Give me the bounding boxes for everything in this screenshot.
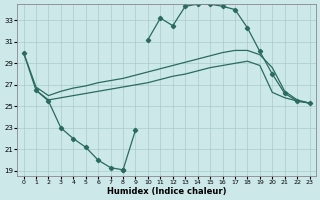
X-axis label: Humidex (Indice chaleur): Humidex (Indice chaleur) [107,187,226,196]
